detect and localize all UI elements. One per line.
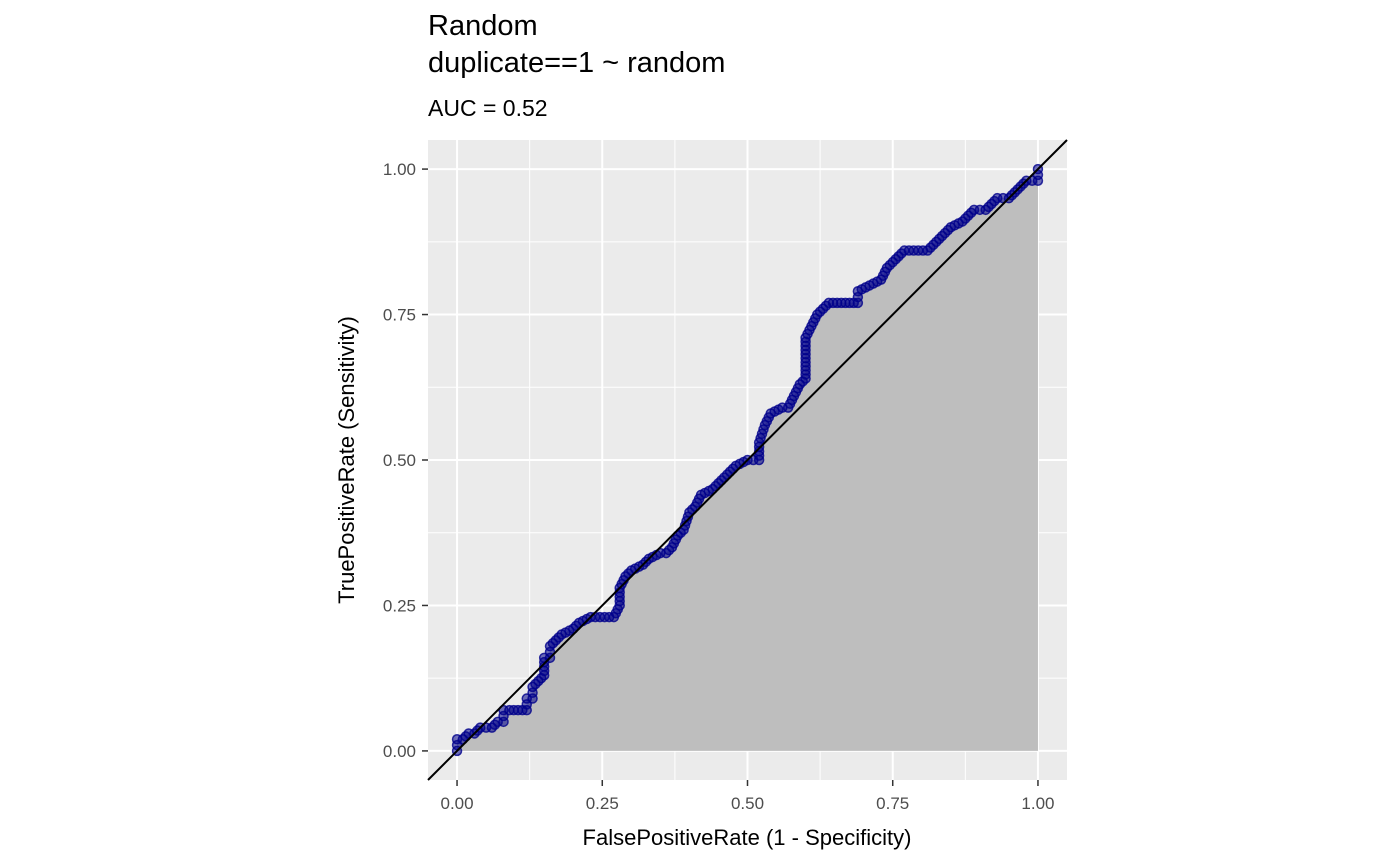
chart-title-line-1: Random bbox=[428, 10, 538, 42]
x-axis: 0.00 0.25 0.50 0.75 1.00 bbox=[440, 780, 1055, 813]
roc-points bbox=[451, 163, 1044, 757]
y-axis-label: TruePositiveRate (Sensitivity) bbox=[334, 316, 359, 604]
x-tick-label: 0.75 bbox=[876, 794, 909, 813]
y-tick-label: 0.25 bbox=[383, 596, 416, 615]
chart-title-line-2: duplicate==1 ~ random bbox=[428, 47, 726, 79]
x-axis-label: FalsePositiveRate (1 - Specificity) bbox=[583, 825, 912, 850]
reference-diagonal bbox=[427, 139, 1068, 781]
y-axis: 0.00 0.25 0.50 0.75 1.00 bbox=[383, 160, 428, 761]
y-tick-label: 0.00 bbox=[383, 742, 416, 761]
x-tick-label: 0.00 bbox=[440, 794, 473, 813]
y-tick-label: 0.75 bbox=[383, 306, 416, 325]
y-tick-label: 1.00 bbox=[383, 160, 416, 179]
chart-subtitle: AUC = 0.52 bbox=[428, 95, 548, 121]
x-tick-label: 0.50 bbox=[731, 794, 764, 813]
y-tick-label: 0.50 bbox=[383, 451, 416, 470]
x-tick-label: 0.25 bbox=[586, 794, 619, 813]
x-tick-label: 1.00 bbox=[1021, 794, 1054, 813]
